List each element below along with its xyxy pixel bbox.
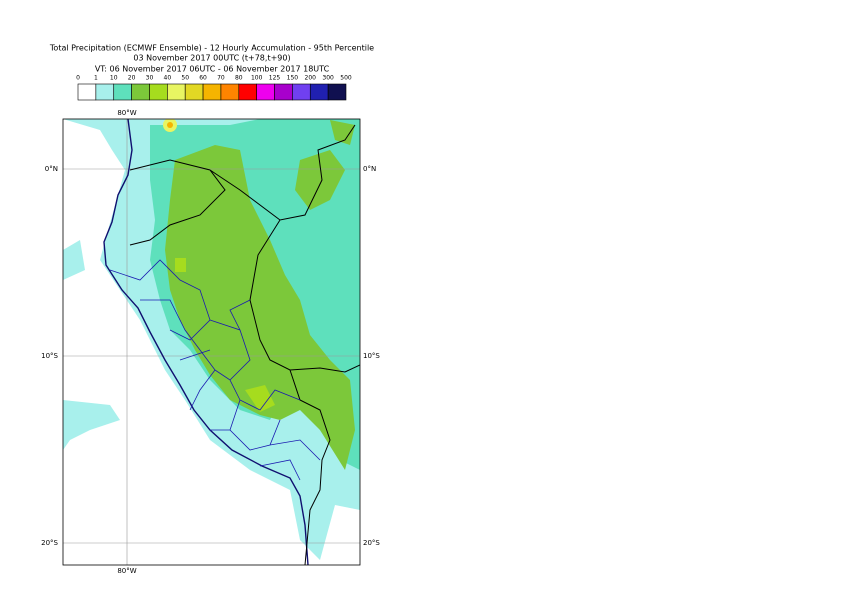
legend-swatch [202, 83, 222, 101]
legend-swatch [309, 83, 329, 101]
legend-swatch [256, 83, 275, 101]
map: 80°W 80°W 0°N 0°N 10°S 10°S 20°S 20°S [41, 109, 380, 575]
legend-label: 20 [128, 75, 136, 82]
subtitle: 03 November 2017 00UTC (t+78,t+90) [133, 54, 290, 63]
legend-swatch [184, 83, 204, 101]
legend-swatch [238, 83, 257, 101]
legend-swatch [95, 83, 115, 101]
legend-label: 500 [340, 75, 352, 82]
lat-label: 10°S [363, 352, 380, 360]
legend-swatch [167, 83, 186, 101]
legend-label: 1 [94, 75, 98, 82]
legend-label: 200 [305, 75, 317, 82]
legend-label: 50 [181, 75, 189, 82]
coastline [103, 119, 309, 565]
legend-swatch [77, 83, 97, 101]
legend-swatch [220, 83, 240, 101]
legend-label: 300 [322, 75, 334, 82]
lat-label: 0°N [45, 165, 58, 173]
legend-swatch [274, 83, 293, 101]
legend-label: 10 [110, 75, 118, 82]
precip-light-ocean [63, 240, 120, 450]
legend-swatch [131, 83, 150, 101]
precip-heavier [175, 258, 275, 412]
legend-label: 60 [199, 75, 207, 82]
graticule [63, 119, 360, 565]
legend-label: 0 [76, 75, 80, 82]
legend-swatch [292, 83, 311, 101]
precip-spot [167, 122, 173, 128]
legend-label: 70 [217, 75, 225, 82]
province-borders [109, 259, 321, 481]
precip-heavy [165, 120, 355, 470]
legend: 0 1 10 20 30 40 50 60 70 80 100 125 150 200 300 500 [76, 75, 352, 101]
country-borders [129, 124, 360, 565]
legend-label: 80 [235, 75, 243, 82]
legend-swatch [327, 83, 347, 101]
lon-label: 80°W [117, 567, 136, 575]
lat-label: 20°S [41, 539, 58, 547]
legend-label: 100 [251, 75, 263, 82]
title: Total Precipitation (ECMWF Ensemble) - 1… [49, 44, 374, 53]
lon-label: 80°W [117, 109, 136, 117]
lat-label: 0°N [363, 165, 376, 173]
legend-label: 40 [164, 75, 172, 82]
legend-label: 125 [269, 75, 281, 82]
lat-label: 10°S [41, 352, 58, 360]
legend-label: 30 [146, 75, 154, 82]
valid-time: VT: 06 November 2017 06UTC - 06 November… [95, 65, 330, 74]
map-frame [62, 118, 361, 566]
lat-label: 20°S [363, 539, 380, 547]
legend-swatch [113, 83, 132, 101]
legend-label: 150 [287, 75, 299, 82]
legend-swatch [149, 83, 168, 101]
